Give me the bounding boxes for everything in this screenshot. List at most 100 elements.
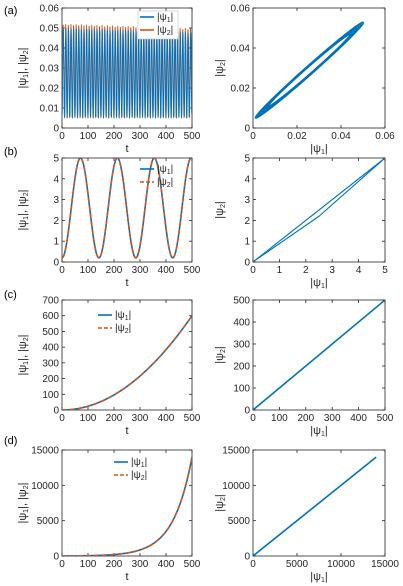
x-tick-label: 400 (350, 413, 367, 424)
y-tick-label: 0.02 (40, 84, 60, 95)
x-tick-label: 15000 (371, 559, 399, 570)
y-tick-label: 500 (42, 327, 59, 338)
x-tick-label: 500 (184, 131, 201, 142)
x-tick-label: 2 (303, 265, 309, 276)
legend: |ψ1​||ψ2​| (137, 10, 179, 40)
series-group (62, 315, 192, 410)
y-tick-label: 3 (53, 195, 59, 206)
orbit-curve (256, 23, 363, 117)
x-tick-label: 300 (132, 559, 149, 570)
panel-label: (b) (4, 146, 17, 158)
y-tick-label: 4 (53, 174, 59, 185)
x-tick-label: 200 (297, 413, 314, 424)
y-tick-label: 0 (244, 258, 250, 269)
x-tick-label: 3 (329, 265, 335, 276)
chart-c-time: 0 100 200 300 400 500 0 100 200 300 400 500 600 700 t |… (4, 289, 201, 437)
x-tick-label: 200 (106, 413, 123, 424)
y-axis-label: |ψ1​|, |ψ2​| (17, 189, 30, 230)
orbit-curve (265, 31, 354, 109)
plot-area-frame (252, 157, 386, 263)
x-tick-label: 200 (106, 559, 123, 570)
chart-c-phase: 0 100 200 300 400 500 0 100 200 300 400 500 |ψ1​| |ψ2… (214, 296, 394, 439)
x-tick-label: 10000 (327, 559, 355, 570)
y-tick-label: 200 (233, 362, 250, 373)
y-tick-label: 700 (42, 296, 59, 307)
series-line (62, 27, 192, 119)
x-tick-label: 300 (132, 265, 149, 276)
y-tick-label: 500 (233, 296, 250, 307)
y-tick-label: 0 (53, 258, 59, 269)
y-axis-label: |ψ2​| (214, 59, 227, 76)
x-tick-label: 400 (158, 413, 175, 424)
y-tick-label: 0.05 (40, 24, 60, 35)
series-group (253, 300, 385, 410)
y-axis-label: |ψ1​|, |ψ2​| (17, 334, 30, 375)
x-axis-label: t (125, 571, 128, 583)
x-tick-label: 0.02 (287, 131, 307, 142)
y-tick-label: 0.01 (40, 104, 60, 115)
y-tick-label: 0.03 (40, 64, 60, 75)
y-axis-label: |ψ2​| (214, 494, 227, 511)
y-tick-label: 3 (244, 195, 250, 206)
panel-label: (d) (4, 435, 17, 447)
x-axis-label: |ψ1​| (310, 571, 327, 584)
y-axis-label: |ψ2​| (214, 346, 227, 363)
series-line (62, 457, 192, 556)
plot-area-frame (252, 7, 386, 129)
x-tick-label: 200 (106, 131, 123, 142)
legend: |ψ1​||ψ2​| (98, 310, 131, 335)
series-group (62, 23, 192, 119)
y-tick-label: 0.04 (231, 44, 251, 55)
series-line (62, 315, 192, 410)
x-tick-label: 5 (382, 265, 388, 276)
y-tick-label: 4 (244, 174, 250, 185)
y-tick-label: 600 (42, 311, 59, 322)
y-tick-label: 2 (53, 216, 59, 227)
y-tick-label: 400 (233, 318, 250, 329)
x-tick-label: 0 (59, 413, 65, 424)
y-tick-label: 5 (244, 154, 250, 165)
y-tick-label: 100 (42, 390, 59, 401)
legend-entry: |ψ2​| (157, 25, 173, 37)
y-tick-label: 100 (233, 384, 250, 395)
series-group (254, 21, 365, 119)
x-tick-label: 0 (59, 559, 65, 570)
orbit-curve (258, 25, 360, 115)
series-line (253, 158, 385, 262)
x-tick-label: 0.06 (375, 131, 395, 142)
x-tick-label: 400 (158, 559, 175, 570)
y-tick-label: 5000 (37, 516, 60, 527)
x-tick-label: 4 (356, 265, 362, 276)
panel-label: (c) (4, 289, 17, 301)
y-tick-label: 0 (244, 406, 250, 417)
x-tick-label: 1 (277, 265, 283, 276)
series-line (62, 457, 192, 556)
y-tick-label: 0.06 (231, 4, 251, 15)
y-tick-label: 5000 (228, 516, 251, 527)
chart-b-time: 0 100 200 300 400 500 0 1 2 3 4 5 t |ψ1​|, |ψ2​| (b) |ψ… (4, 146, 201, 289)
x-tick-label: 0 (59, 131, 65, 142)
legend: |ψ1​||ψ2​| (140, 164, 173, 189)
y-tick-label: 10000 (222, 481, 250, 492)
x-tick-label: 500 (377, 413, 394, 424)
x-tick-label: 500 (184, 559, 201, 570)
y-tick-label: 0 (244, 124, 250, 135)
x-tick-label: 0 (250, 413, 256, 424)
x-axis-label: t (125, 425, 128, 437)
y-tick-label: 300 (233, 340, 250, 351)
plot-area-frame (252, 299, 386, 411)
x-tick-label: 100 (271, 413, 288, 424)
x-axis-label: |ψ1​| (310, 425, 327, 438)
x-tick-label: 400 (158, 131, 175, 142)
legend-entry: |ψ1​| (131, 457, 147, 469)
orbit-curve (254, 21, 365, 119)
plot-area-frame (61, 299, 193, 411)
chart-a-time: 0 100 200 300 400 500 0 0.01 0.02 0.03 0.04 0.05 0.0… (4, 4, 201, 156)
x-axis-label: |ψ1​| (310, 143, 327, 156)
y-tick-label: 0 (53, 552, 59, 563)
series-line (254, 158, 385, 262)
series-group (62, 158, 192, 259)
legend-entry: |ψ2​| (157, 177, 173, 189)
y-tick-label: 400 (42, 343, 59, 354)
